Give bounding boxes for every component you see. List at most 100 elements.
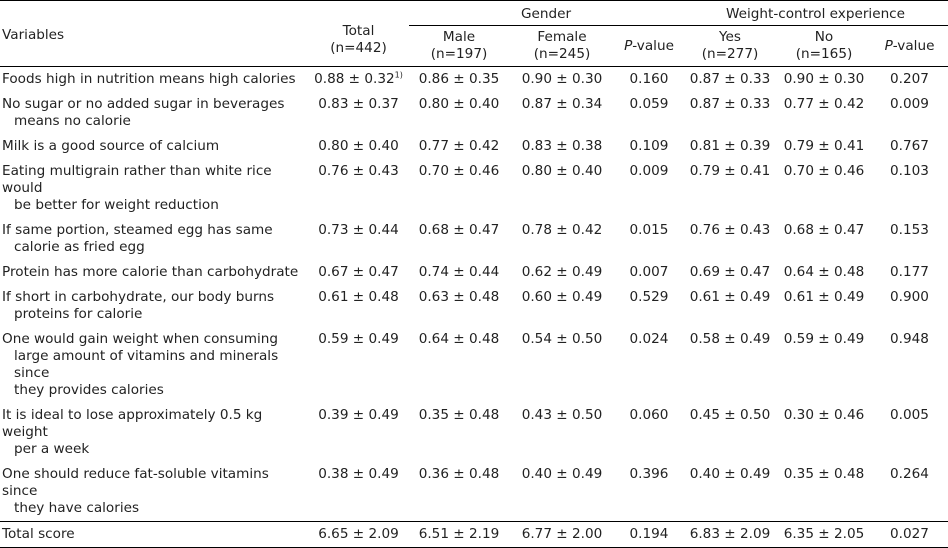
cell-p-gender: 0.015: [629, 222, 669, 238]
cell-total: 0.61 ± 0.48: [308, 285, 409, 327]
cell-male: 0.74 ± 0.44: [418, 264, 500, 280]
cell-female: 0.80 ± 0.40: [521, 163, 603, 179]
cell-total: 0.83 ± 0.37: [308, 92, 409, 134]
cell-p-gender: 0.529: [629, 289, 669, 305]
cell-yes: 0.87 ± 0.33: [689, 96, 771, 112]
cell-male: 0.80 ± 0.40: [418, 96, 500, 112]
header-weight-group: Weight-control experience: [683, 0, 948, 26]
cell-total: 0.38 ± 0.49: [308, 462, 409, 522]
total-score-label: Total score: [0, 521, 308, 548]
header-no: No (n=165): [777, 25, 871, 67]
variable-text-line1: If same portion, steamed egg has same: [2, 222, 273, 238]
cell-total: 0.76 ± 0.43: [308, 159, 409, 218]
cell-no: 0.90 ± 0.30: [783, 71, 865, 87]
p-rest: -value: [632, 37, 674, 54]
header-female-label: Female: [537, 29, 587, 45]
cell-total: 0.39 ± 0.49: [308, 403, 409, 462]
cell-total: 0.59 ± 0.49: [308, 327, 409, 403]
variable-text-line2: per a week: [14, 441, 90, 457]
variable-text-line1: Eating multigrain rather than white rice…: [2, 163, 272, 196]
table-row: One should reduce fat-soluble vitamins s…: [0, 462, 948, 522]
p-italic: P: [624, 37, 633, 54]
cell-total: 0.73 ± 0.44: [308, 218, 409, 260]
cell-female: 0.78 ± 0.42: [521, 222, 603, 238]
header-male-n: (n=197): [430, 46, 488, 62]
table-row: If short in carbohydrate, our body burns…: [0, 285, 948, 327]
header-male: Male (n=197): [409, 25, 509, 67]
cell-p-gender: 0.059: [629, 96, 669, 112]
cell-male: 0.86 ± 0.35: [418, 71, 500, 87]
header-total-label: Total: [342, 22, 375, 39]
cell-total: 6.65 ± 2.09: [308, 521, 409, 548]
cell-p-weight: 0.009: [890, 96, 929, 112]
variable-text-line2: calorie as fried egg: [14, 239, 145, 255]
table-row: Foods high in nutrition means high calor…: [0, 67, 948, 93]
total-value: 0.38 ± 0.49: [318, 466, 399, 482]
cell-p-weight: 0.005: [890, 407, 929, 423]
header-female: Female (n=245): [509, 25, 615, 67]
cell-no: 0.35 ± 0.48: [783, 466, 865, 482]
cell-variable: Protein has more calorie than carbohydra…: [0, 260, 308, 285]
p-rest: -value: [892, 37, 935, 54]
cell-p-weight: 0.264: [890, 466, 929, 482]
variable-text-line1: It is ideal to lose approximately 0.5 kg…: [2, 407, 263, 440]
total-value: 0.83 ± 0.37: [318, 96, 399, 112]
table-row: Eating multigrain rather than white rice…: [0, 159, 948, 218]
header-gender-group: Gender: [409, 0, 683, 26]
header-no-n: (n=165): [795, 46, 853, 62]
table-row: Protein has more calorie than carbohydra…: [0, 260, 948, 285]
header-total: Total (n=442): [308, 0, 409, 67]
cell-no: 6.35 ± 2.05: [777, 521, 871, 548]
header-yes-label: Yes: [719, 29, 741, 45]
cell-male: 0.70 ± 0.46: [418, 163, 500, 179]
p-italic: P: [884, 37, 893, 54]
cell-variable: Eating multigrain rather than white rice…: [0, 159, 308, 218]
header-male-label: Male: [442, 29, 476, 45]
variable-text-line1: One should reduce fat-soluble vitamins s…: [2, 466, 269, 499]
cell-male: 0.64 ± 0.48: [418, 331, 500, 347]
variable-text-line2: proteins for calorie: [14, 306, 143, 322]
header-no-label: No: [814, 29, 834, 45]
cell-female: 0.83 ± 0.38: [521, 138, 603, 154]
cell-yes: 0.81 ± 0.39: [689, 138, 771, 154]
cell-male: 6.51 ± 2.19: [409, 521, 509, 548]
cell-male: 0.63 ± 0.48: [418, 289, 500, 305]
cell-no: 0.30 ± 0.46: [783, 407, 865, 423]
table-row: If same portion, steamed egg has same cal…: [0, 218, 948, 260]
cell-yes: 0.45 ± 0.50: [689, 407, 771, 423]
cell-p-gender: 0.396: [629, 466, 669, 482]
cell-female: 0.54 ± 0.50: [521, 331, 603, 347]
cell-female: 0.90 ± 0.30: [521, 71, 603, 87]
table-row: No sugar or no added sugar in beverages m…: [0, 92, 948, 134]
cell-p-weight: 0.153: [890, 222, 929, 238]
cell-male: 0.35 ± 0.48: [418, 407, 500, 423]
variable-text-line2: they have calories: [14, 500, 140, 516]
variable-text-line1: Protein has more calorie than carbohydra…: [2, 264, 299, 280]
cell-yes: 0.79 ± 0.41: [689, 163, 771, 179]
cell-yes: 0.69 ± 0.47: [689, 264, 771, 280]
cell-female: 0.40 ± 0.49: [521, 466, 603, 482]
cell-yes: 0.76 ± 0.43: [689, 222, 771, 238]
total-value: 0.73 ± 0.44: [318, 222, 399, 238]
cell-p-gender: 0.194: [615, 521, 683, 548]
cell-p-weight: 0.900: [890, 289, 929, 305]
footnote-marker: 1): [394, 70, 403, 80]
cell-p-gender: 0.009: [629, 163, 669, 179]
cell-variable: Milk is a good source of calcium: [0, 134, 308, 159]
cell-p-weight: 0.103: [890, 163, 929, 179]
cell-no: 0.61 ± 0.49: [783, 289, 865, 305]
header-yes-n: (n=277): [701, 46, 759, 62]
cell-no: 0.70 ± 0.46: [783, 163, 865, 179]
table-row: One would gain weight when consuming larg…: [0, 327, 948, 403]
variable-text-line1: No sugar or no added sugar in beverages: [2, 96, 285, 112]
cell-p-weight: 0.177: [890, 264, 929, 280]
cell-female: 6.77 ± 2.00: [509, 521, 615, 548]
header-female-n: (n=245): [533, 46, 591, 62]
cell-yes: 0.61 ± 0.49: [689, 289, 771, 305]
header-total-n: (n=442): [330, 39, 387, 56]
cell-p-gender: 0.007: [629, 264, 669, 280]
cell-p-gender: 0.109: [629, 138, 669, 154]
cell-female: 0.60 ± 0.49: [521, 289, 603, 305]
cell-variable: One would gain weight when consuming larg…: [0, 327, 308, 403]
cell-variable: It is ideal to lose approximately 0.5 kg…: [0, 403, 308, 462]
